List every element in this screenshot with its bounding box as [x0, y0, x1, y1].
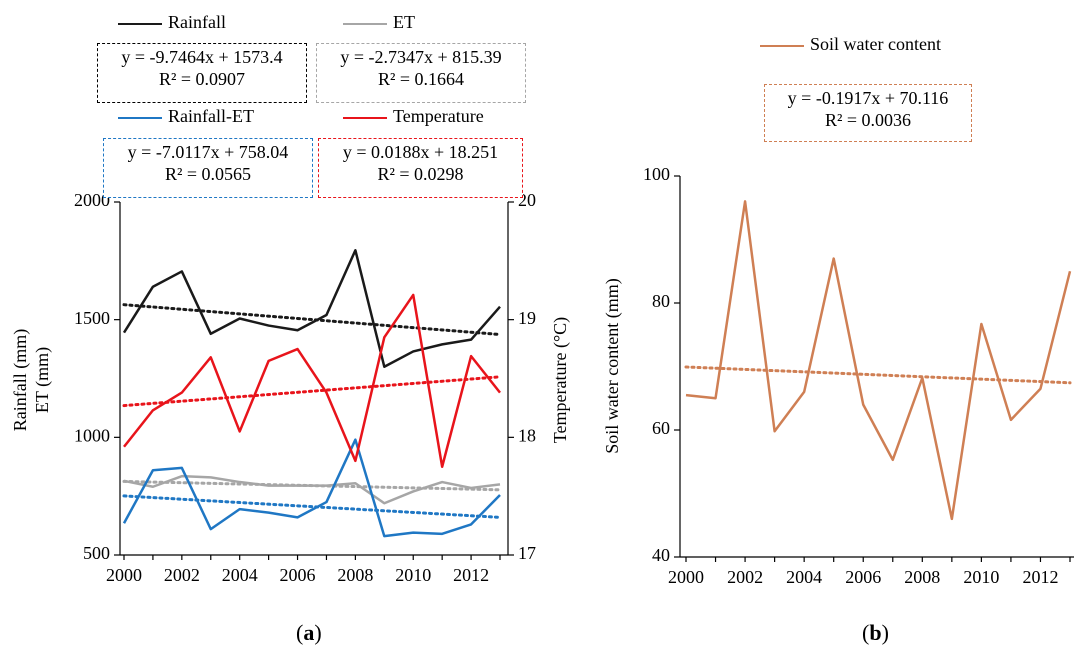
y-axis-title-rainfall: Rainfall (mm)	[10, 329, 31, 431]
legend-item-rainfall: Rainfall	[118, 12, 226, 33]
legend-label-et: ET	[393, 12, 415, 32]
trend-r2-text: R² = 0.1664	[377, 69, 465, 89]
legend-label-temperature: Temperature	[393, 106, 484, 126]
panel-label-b: (b)	[862, 620, 889, 646]
series-line-rainfall-et	[122, 438, 501, 538]
x-tick-label: 2000	[668, 567, 704, 587]
trend-equation-temperature: y = 0.0188x + 18.251 R² = 0.0298	[318, 138, 523, 198]
legend-swatch-soil-water-content	[760, 44, 804, 47]
y-tick-label: 1000	[74, 425, 110, 445]
legend-item-rainfall-et: Rainfall-ET	[118, 106, 254, 127]
series-line-temperature	[123, 293, 501, 468]
y-axis-title: Soil water content (mm)	[602, 278, 623, 453]
y2-tick-label: 18	[518, 425, 536, 445]
legend-item-soil-water-content: Soil water content	[760, 34, 941, 55]
trend-equation-et: y = -2.7347x + 815.39 R² = 0.1664	[316, 43, 526, 103]
trendline-temperature	[122, 375, 502, 408]
y-tick-label: 2000	[74, 190, 110, 210]
x-tick-label: 2010	[395, 565, 431, 585]
trend-r2-text: R² = 0.0298	[377, 164, 464, 184]
series-line-soil-water-content	[685, 200, 1072, 521]
legend-label-soil-water-content: Soil water content	[810, 34, 941, 54]
trend-equation-rainfall-et: y = -7.0117x + 758.04 R² = 0.0565	[103, 138, 313, 198]
y-axis-title-et: ET (mm)	[32, 347, 53, 413]
y-tick-label: 80	[652, 291, 670, 311]
panel-label-a: (a)	[296, 620, 322, 646]
panel-label-open: (	[862, 620, 870, 645]
y-tick-label: 500	[83, 543, 110, 563]
x-tick-label: 2004	[222, 565, 258, 585]
x-tick-label: 2008	[337, 565, 373, 585]
trendline-rainfall	[122, 303, 502, 337]
x-tick-label: 2008	[904, 567, 940, 587]
legend-label-rainfall: Rainfall	[168, 12, 226, 32]
legend-label-rainfall-et: Rainfall-ET	[168, 106, 254, 126]
trend-r2-text: R² = 0.0036	[824, 110, 912, 130]
legend-swatch-rainfall	[118, 22, 162, 25]
series-line-rainfall	[122, 248, 501, 368]
trendline-rainfall-et	[122, 494, 502, 519]
trend-equation-text: y = -0.1917x + 70.116	[787, 88, 949, 108]
panel-label-open: (	[296, 620, 304, 645]
legend-swatch-et	[343, 22, 387, 25]
y-tick-label: 100	[643, 164, 670, 184]
trend-equation-text: y = -2.7347x + 815.39	[340, 47, 502, 67]
panel-label-close: )	[314, 620, 322, 645]
panel-label-letter: a	[303, 620, 315, 645]
y-tick-label: 60	[652, 418, 670, 438]
trend-equation-text: y = -7.0117x + 758.04	[127, 142, 289, 162]
panel-label-letter: b	[869, 620, 882, 645]
legend-item-temperature: Temperature	[343, 106, 484, 127]
y2-tick-label: 19	[518, 308, 536, 328]
y-tick-label: 40	[652, 545, 670, 565]
y2-axis-title: Temperature (°C)	[550, 317, 571, 443]
legend-swatch-rainfall-et	[118, 116, 162, 119]
legend-item-et: ET	[343, 12, 415, 33]
legend-swatch-temperature	[343, 116, 387, 119]
x-tick-label: 2004	[786, 567, 822, 587]
x-tick-label: 2006	[845, 567, 881, 587]
x-tick-label: 2002	[727, 567, 763, 587]
x-tick-label: 2010	[963, 567, 999, 587]
x-tick-label: 2012	[1022, 567, 1058, 587]
x-tick-label: 2002	[164, 565, 200, 585]
x-tick-label: 2012	[453, 565, 489, 585]
trend-r2-text: R² = 0.0565	[164, 164, 252, 184]
y-tick-label: 1500	[74, 308, 110, 328]
x-tick-label: 2000	[106, 565, 142, 585]
trend-equation-soil-water-content: y = -0.1917x + 70.116 R² = 0.0036	[764, 84, 972, 142]
trend-equation-rainfall: y = -9.7464x + 1573.4 R² = 0.0907	[97, 43, 307, 103]
trend-equation-text: y = -9.7464x + 1573.4	[121, 47, 283, 67]
panel-label-close: )	[881, 620, 889, 645]
trend-equation-text: y = 0.0188x + 18.251	[342, 142, 499, 162]
trend-r2-text: R² = 0.0907	[158, 69, 246, 89]
trendline-soil-water-content	[684, 365, 1072, 385]
x-tick-label: 2006	[280, 565, 316, 585]
y2-tick-label: 17	[518, 543, 536, 563]
